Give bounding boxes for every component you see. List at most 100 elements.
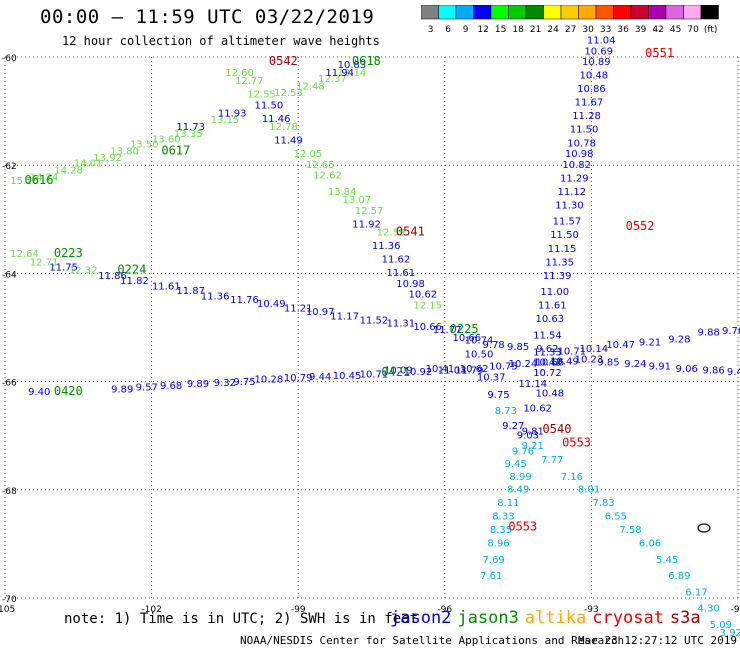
wave-height-value: 12.65: [306, 160, 335, 171]
satellite-legend: jason2 jason3 altika cryosat s3a: [390, 608, 707, 628]
wave-height-value: 11.61: [152, 282, 181, 293]
wave-height-value: 9.86: [702, 365, 724, 376]
wave-height-value: 9.32: [214, 378, 236, 389]
wave-height-value: 6.55: [605, 512, 627, 523]
wave-height-value: 9.85: [507, 342, 529, 353]
wave-height-value: 10.41: [426, 364, 455, 375]
wave-height-value: 10.42: [533, 357, 562, 368]
wave-height-value: 9.28: [668, 335, 690, 346]
wave-height-value: 12.32: [69, 265, 98, 276]
wave-height-value: 11.36: [201, 291, 230, 302]
wave-height-value: 11.17: [330, 311, 359, 322]
wave-height-value: 11.39: [543, 271, 572, 282]
wave-height-value: 8.99: [509, 472, 531, 483]
wave-height-value: 10.98: [396, 279, 425, 290]
wave-height-value: 10.62: [460, 364, 489, 375]
wave-height-value: 11.29: [560, 173, 589, 184]
color-scale-label: 12: [477, 25, 488, 35]
x-tick-label: -105: [0, 605, 15, 615]
pass-time-label: 0225: [450, 322, 479, 336]
wave-height-value: 9.45: [505, 459, 527, 470]
wave-height-value: 8.96: [487, 539, 509, 550]
wave-height-value: 3.92: [720, 628, 740, 639]
wave-height-value: 10.71: [360, 369, 389, 380]
wave-height-value: 10.37: [477, 373, 506, 384]
chart-title: 00:00 – 11:59 UTC 03/22/2019: [40, 6, 375, 28]
wave-height-value: 11.79: [455, 365, 484, 376]
wave-height-value: 9.62: [536, 344, 558, 355]
wave-height-value: 10.79: [284, 373, 313, 384]
wave-height-value: 11.30: [555, 200, 584, 211]
wave-height-value: 10.50: [465, 349, 494, 360]
wave-height-value: 9.57: [136, 382, 158, 393]
wave-height-value: 10.49: [550, 356, 579, 367]
wave-height-value: 11.50: [570, 125, 599, 136]
wave-height-value: 10.71: [558, 347, 587, 358]
wave-height-value: 10.62: [408, 290, 437, 301]
wave-height-value: 13.92: [93, 153, 122, 164]
wave-height-value: 11.57: [553, 217, 582, 228]
wave-height-value: 10.28: [255, 375, 284, 386]
wave-height-value: 10.45: [333, 371, 362, 382]
wave-height-value: 12.14: [338, 68, 367, 79]
wave-height-value: 10.92: [404, 367, 433, 378]
wave-height-value: 5.09: [710, 620, 732, 631]
wave-height-value: 11.50: [255, 100, 284, 111]
wave-height-value: 11.82: [120, 276, 149, 287]
wave-height-value: 11.12: [558, 187, 587, 198]
wave-height-value: 9.91: [649, 362, 671, 373]
wave-height-value: 10.78: [567, 138, 596, 149]
color-scale-label: 27: [565, 25, 576, 35]
wave-height-value: 7.69: [483, 555, 505, 566]
wave-height-value: 11.62: [382, 255, 411, 266]
wave-height-value: 12.15: [413, 301, 442, 312]
wave-height-value: 10.48: [536, 389, 565, 400]
x-tick-label: -102: [141, 605, 161, 615]
y-tick-label: -62: [2, 162, 17, 172]
wave-height-value: 9.76: [512, 447, 534, 458]
wave-height-value: 12.59: [377, 228, 406, 239]
wave-height-value: 14.24: [30, 172, 59, 183]
x-tick-label: -90: [731, 605, 740, 615]
wave-height-value: 10.86: [577, 84, 606, 95]
wave-height-value: 13.84: [328, 187, 357, 198]
wave-height-value: 11.61: [386, 268, 415, 279]
wave-height-value: 8.01: [578, 485, 600, 496]
satellite-label-cryosat: cryosat: [592, 608, 664, 628]
wave-height-value: 11.61: [538, 301, 567, 312]
wave-height-value: 10.66: [413, 322, 442, 333]
wave-height-value: 9.89: [111, 384, 133, 395]
wave-height-value: 11.04: [587, 35, 616, 46]
wave-height-value: 10.66: [452, 333, 481, 344]
pass-time-label: 0540: [543, 422, 572, 436]
color-scale-label: 70: [687, 25, 699, 35]
y-tick-label: -64: [2, 270, 17, 280]
wave-height-value: 9.49: [727, 367, 740, 378]
wave-height-value: 13.15: [211, 115, 240, 126]
pass-time-label: 0553: [508, 519, 537, 533]
wave-height-value: 11.31: [386, 318, 415, 329]
wave-height-value: 9.24: [624, 359, 646, 370]
satellite-label-altika: altika: [524, 608, 587, 628]
color-scale-label: 18: [512, 25, 524, 35]
wave-height-value: 10.62: [523, 403, 552, 414]
wave-height-value: 9.75: [487, 390, 509, 401]
wave-height-value: 13.50: [130, 139, 159, 150]
wave-height-value: 9.21: [639, 337, 661, 348]
wave-height-value: 6.89: [668, 571, 690, 582]
wave-height-value: 10.09: [384, 365, 413, 376]
wave-height-value: 6.17: [685, 587, 707, 598]
pass-time-label: 0552: [626, 219, 655, 233]
wave-height-value: 10.83: [338, 60, 367, 71]
wave-height-value: 10.98: [565, 149, 594, 160]
series-altika: 8.73 9.219.76 7.77 9.45 8.99 7.16 8.49 8.01 8.11…: [480, 406, 740, 639]
pass-time-label: 0421: [381, 365, 410, 379]
color-scale-label: 24: [547, 25, 559, 35]
wave-height-value: 6.06: [639, 539, 661, 550]
wave-height-value: 8.73: [495, 406, 517, 417]
satellite-label-s3a: s3a: [669, 608, 701, 628]
pass-time-label: 0617: [161, 143, 190, 157]
wave-height-value: 11.54: [533, 330, 562, 341]
x-tick-label: -99: [291, 605, 306, 615]
